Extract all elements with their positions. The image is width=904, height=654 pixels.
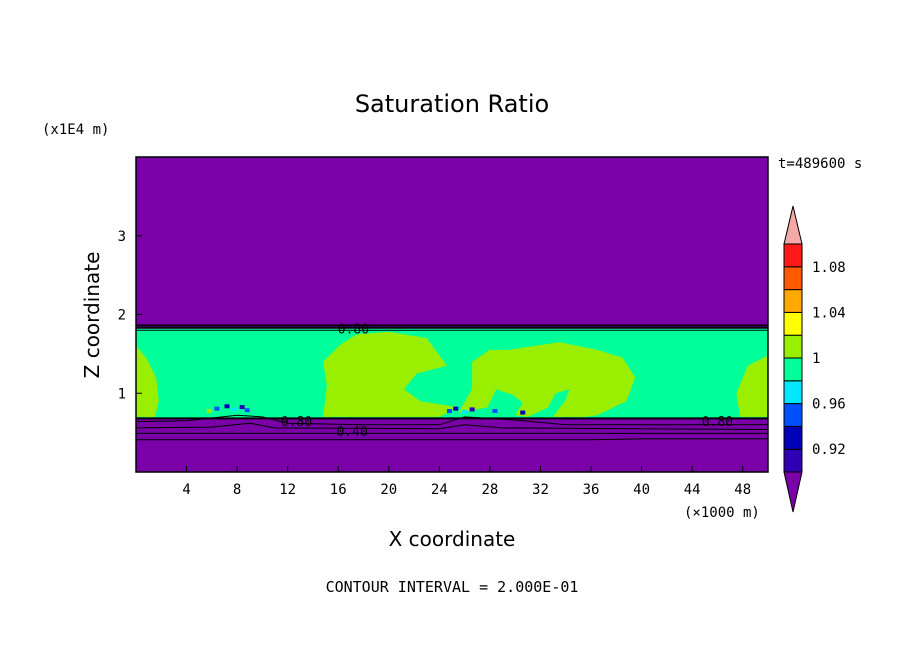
x-tick-label: 20 [380, 482, 397, 498]
colorbar-labels: 0.92 0.96 1 1.04 1.08 [812, 260, 846, 458]
patch-4 [736, 355, 768, 417]
y-axis: 1 2 3 [118, 229, 142, 402]
y-tick-label: 3 [118, 229, 126, 245]
x-axis-label: X coordinate [389, 527, 516, 551]
speckle-3 [232, 407, 238, 412]
colorbar-label: 1 [812, 351, 820, 367]
x-tick-label: 12 [279, 482, 296, 498]
colorbar-low-arrow [783, 471, 803, 513]
field-background [136, 157, 768, 472]
x-tick-label: 44 [684, 482, 701, 498]
colorbar-segment-3 [783, 403, 803, 427]
contour-lines [135, 324, 769, 441]
colorbar-segment-8 [783, 289, 803, 313]
colorbar [783, 205, 803, 513]
colorbar-segment-5 [783, 357, 803, 382]
contour-labels: 0.80 0.80 0.40 0.80 [281, 323, 733, 440]
contour-label-2: 0.80 [281, 415, 312, 430]
contour-label-3: 0.40 [336, 425, 367, 440]
contour-interval-footer: CONTOUR INTERVAL = 2.000E-01 [326, 578, 579, 596]
colorbar-segment-9 [783, 266, 803, 291]
speckle-12 [520, 410, 526, 415]
x-axis: 4 8 12 16 20 24 28 32 36 40 44 48 [182, 466, 751, 498]
speckle-4 [239, 405, 245, 410]
speckle-2 [224, 404, 230, 409]
colorbar-segment-7 [783, 311, 803, 336]
x-tick-label: 32 [532, 482, 549, 498]
contour-label-1: 0.80 [338, 323, 369, 338]
patch-3 [458, 342, 636, 417]
colorbar-segment-10 [783, 243, 803, 268]
x-tick-label: 36 [583, 482, 600, 498]
x-unit-label: (×1000 m) [684, 505, 760, 521]
contour-bottom-2 [135, 414, 768, 426]
speckle-9 [462, 409, 468, 414]
colorbar-high-arrow [783, 205, 803, 245]
contour-bottom-3 [135, 422, 769, 430]
speckle-7 [446, 409, 452, 413]
colorbar-segment-6 [783, 334, 803, 359]
plot-area [136, 157, 768, 472]
x-tick-label: 40 [633, 482, 650, 498]
contour-label-4: 0.80 [702, 415, 733, 430]
colorbar-label: 1.04 [812, 305, 846, 321]
x-tick-label: 16 [330, 482, 347, 498]
colorbar-segment-1 [783, 448, 803, 473]
speckle-6 [206, 409, 212, 413]
colorbar-label: 0.96 [812, 397, 846, 413]
colorbar-label: 1.08 [812, 260, 846, 276]
patch-2 [323, 331, 459, 417]
patch-1 [136, 346, 159, 417]
chart-title: Saturation Ratio [355, 90, 549, 118]
colorbar-label: 0.92 [812, 442, 846, 458]
speckle-8 [453, 406, 459, 411]
colorbar-segment-2 [783, 425, 803, 450]
speckle-1 [214, 406, 220, 411]
x-tick-label: 24 [431, 482, 448, 498]
y-tick-label: 1 [118, 386, 126, 402]
speckle-11 [492, 409, 498, 413]
y-unit-label: (x1E4 m) [42, 122, 109, 138]
time-label: t=489600 s [778, 156, 862, 172]
x-tick-label: 4 [182, 482, 190, 498]
speckle-5 [244, 408, 250, 413]
colorbar-segment-4 [783, 380, 803, 405]
y-axis-label: Z coordinate [80, 252, 104, 379]
x-tick-label: 28 [481, 482, 498, 498]
contour-bottom-5 [136, 438, 768, 441]
y-tick-label: 2 [118, 308, 126, 324]
speckle-10 [469, 407, 475, 412]
x-tick-label: 48 [734, 482, 751, 498]
field-layer [136, 328, 768, 419]
x-tick-label: 8 [233, 482, 241, 498]
